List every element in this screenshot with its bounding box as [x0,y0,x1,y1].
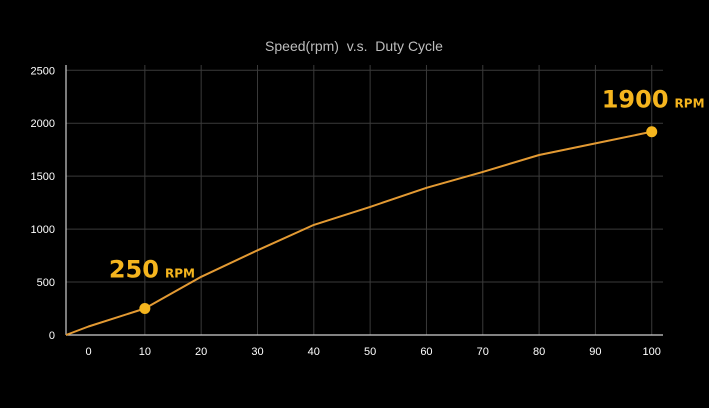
y-tick-label-2000: 2000 [31,118,55,130]
annotation-marker-250 [139,303,151,315]
x-tick-label-80: 80 [533,346,545,358]
grid [66,65,663,335]
y-tick-label-1000: 1000 [31,224,55,236]
axes [65,65,663,336]
chart-title: Speed(rpm) v.s. Duty Cycle [265,38,443,54]
series [65,130,652,336]
x-tick-label-90: 90 [589,346,601,358]
annotation-unit: RPM [165,267,195,281]
y-tick-label-500: 500 [37,277,55,289]
x-tick-label-0: 0 [85,346,91,358]
x-tick-label-100: 100 [643,346,661,358]
y-tick-label-0: 0 [49,330,55,342]
x-tick-label-60: 60 [420,346,432,358]
annotation-value: 1900 [602,86,669,114]
annotation-unit: RPM [675,97,705,111]
annotation-marker-1900 [646,126,658,138]
annotation-value: 250 [109,256,159,284]
y-tick-label-2500: 2500 [31,65,55,77]
x-tick-label-10: 10 [139,346,151,358]
annotation-label-1900: 1900 RPM [602,86,705,114]
x-tick-label-30: 30 [251,346,263,358]
x-tick-label-20: 20 [195,346,207,358]
y-tick-label-1500: 1500 [31,171,55,183]
x-tick-label-70: 70 [477,346,489,358]
x-tick-label-40: 40 [308,346,320,358]
annotations: 250 RPM 1900 RPM [109,86,705,315]
annotation-label-250: 250 RPM [109,256,195,284]
tick-labels: 0 10 20 30 40 50 60 70 80 90 100050010001500200025… [31,65,661,358]
x-tick-label-50: 50 [364,346,376,358]
series-line-0 [65,130,652,336]
